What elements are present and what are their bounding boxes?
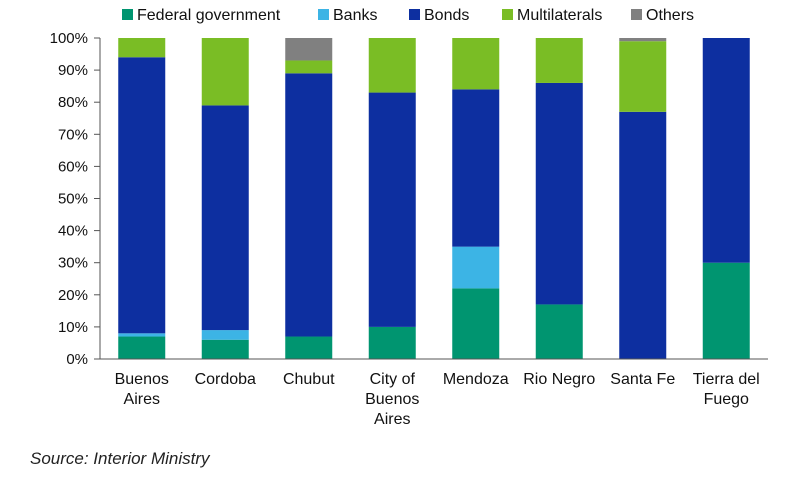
y-tick-label: 80% xyxy=(58,94,88,111)
bar-segment-bonds xyxy=(201,105,249,331)
y-tick-label: 40% xyxy=(58,223,88,240)
legend-swatch xyxy=(409,9,420,20)
legend-label: Federal government xyxy=(137,7,281,24)
legend-label: Bonds xyxy=(424,7,469,24)
bar-segment-federal-government xyxy=(452,288,500,359)
legend-label: Multilaterals xyxy=(517,7,602,24)
y-tick-label: 70% xyxy=(58,126,88,143)
bar-segment-bonds xyxy=(368,92,416,327)
bar-segment-multilaterals xyxy=(201,38,249,106)
y-tick-label: 90% xyxy=(58,62,88,79)
x-category-label: Mendoza xyxy=(443,371,509,388)
bar-segment-federal-government xyxy=(285,336,333,359)
legend-swatch xyxy=(502,9,513,20)
bar-segment-bonds xyxy=(702,38,750,263)
legend: Federal government Banks Bonds Multilateral… xyxy=(122,7,694,24)
bar-segment-multilaterals xyxy=(118,38,166,58)
bar-segment-federal-government xyxy=(702,262,750,359)
bar-segment-bonds xyxy=(285,73,333,337)
x-category-label: City of Buenos Aires xyxy=(365,371,419,428)
y-tick-label: 100% xyxy=(50,30,88,47)
y-tick-label: 0% xyxy=(66,351,88,368)
bar-segment-bonds xyxy=(452,89,500,247)
x-category-label: Chubut xyxy=(283,371,335,388)
x-category-label: Cordoba xyxy=(195,371,256,388)
stacked-bar-chart: Federal government Banks Bonds Multilateral… xyxy=(50,7,768,428)
bar-segment-bonds xyxy=(535,82,583,305)
bar-segment-others xyxy=(285,38,333,61)
x-category-label: Santa Fe xyxy=(610,371,675,388)
bar-segment-banks xyxy=(201,330,249,340)
source-note: Source: Interior Ministry xyxy=(30,449,210,468)
legend-label: Banks xyxy=(333,7,377,24)
x-category-label: Buenos Aires xyxy=(115,371,169,408)
y-tick-label: 30% xyxy=(58,255,88,272)
bar-segment-multilaterals xyxy=(368,38,416,93)
y-tick-label: 60% xyxy=(58,158,88,175)
bar-segment-federal-government xyxy=(368,326,416,359)
legend-label: Others xyxy=(646,7,694,24)
bar-segment-others xyxy=(619,38,667,42)
bar-segment-multilaterals xyxy=(619,41,667,112)
x-category-label: Rio Negro xyxy=(523,371,595,388)
bar-segment-multilaterals xyxy=(535,38,583,83)
bar-segment-federal-government xyxy=(118,336,166,359)
bars xyxy=(118,38,750,359)
bar-segment-multilaterals xyxy=(452,38,500,90)
y-axis: 0% 10% 20% 30% 40% 50% 60% 70% 80% 90% 100% xyxy=(50,30,101,368)
legend-swatch xyxy=(318,9,329,20)
y-tick-label: 20% xyxy=(58,287,88,304)
bar-segment-multilaterals xyxy=(285,60,333,74)
x-category-label: Tierra del Fuego xyxy=(693,371,760,408)
y-tick-label: 10% xyxy=(58,319,88,336)
bar-segment-federal-government xyxy=(535,304,583,359)
legend-swatch xyxy=(631,9,642,20)
bar-segment-bonds xyxy=(118,57,166,334)
y-tick-label: 50% xyxy=(58,191,88,208)
bar-segment-banks xyxy=(118,333,166,337)
x-axis: Buenos Aires Cordoba Chubut City of Buenos Air… xyxy=(100,358,768,428)
bar-segment-bonds xyxy=(619,111,667,359)
bar-segment-federal-government xyxy=(201,339,249,359)
legend-swatch xyxy=(122,9,133,20)
bar-segment-banks xyxy=(452,246,500,289)
